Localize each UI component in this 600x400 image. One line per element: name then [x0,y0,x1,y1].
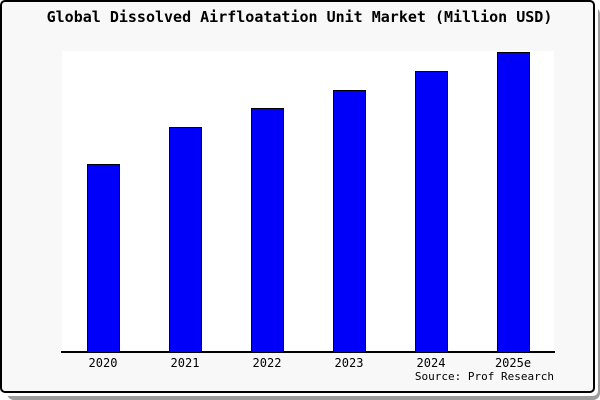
x-axis-line [61,351,555,353]
bar-2025e [496,52,530,353]
x-tick-label-2025e: 2025e [494,356,532,370]
x-tick-label-2023: 2023 [334,356,364,370]
chart-title: Global Dissolved Airfloatation Unit Mark… [46,8,553,26]
x-tick-label-2020: 2020 [88,356,118,370]
x-tick-label-2021: 2021 [170,356,200,370]
bar-2020 [86,164,120,353]
plot-area: 2020 2021 2022 2023 2024 2025e [61,51,555,370]
bar-2021 [168,127,202,353]
source-note: Source: Prof Research [414,370,554,383]
x-tick-label-2022: 2022 [252,356,282,370]
bar-2023 [332,90,366,353]
chart-frame: Global Dissolved Airfloatation Unit Mark… [0,0,595,393]
x-tick-label-2024: 2024 [416,356,446,370]
bar-2024 [414,71,448,353]
bar-2022 [250,108,284,353]
